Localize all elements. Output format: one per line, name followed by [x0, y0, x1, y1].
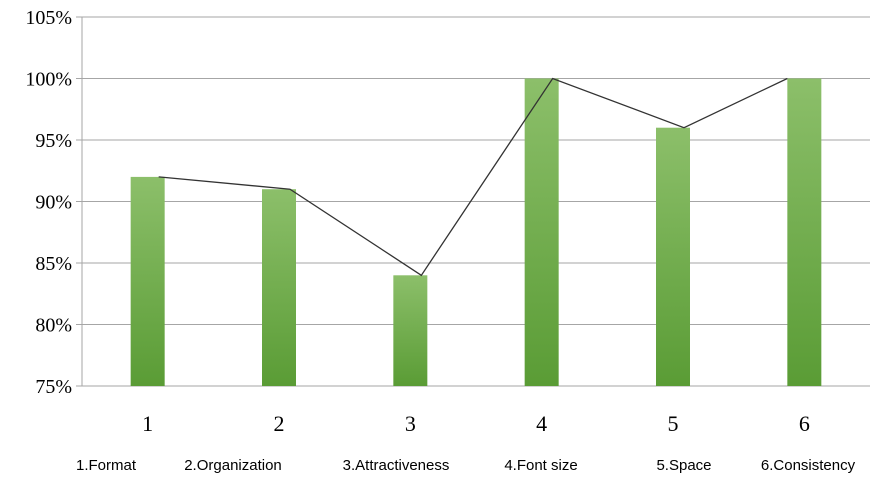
y-tick-label: 100%	[25, 69, 72, 91]
category-key-item: 5.Space	[656, 457, 711, 474]
bar	[787, 78, 822, 386]
x-axis-ticks: 1 2 3 4 5 6	[142, 411, 810, 436]
overlay-line	[158, 77, 788, 277]
y-tick-label: 85%	[35, 253, 72, 275]
bar	[393, 275, 428, 386]
x-tick-label: 6	[799, 411, 810, 436]
x-tick-label: 5	[668, 411, 679, 436]
y-tick-label: 75%	[35, 376, 72, 398]
category-key-item: 4.Font size	[504, 457, 577, 474]
y-tick-label: 95%	[35, 130, 72, 152]
x-tick-label: 4	[536, 411, 547, 436]
series-line	[158, 77, 788, 277]
bars	[130, 78, 822, 386]
y-tick-label: 105%	[25, 7, 72, 29]
y-axis-ticks: 75% 80% 85% 90% 95% 100% 105%	[25, 7, 72, 398]
category-key-item: 1.Format	[76, 457, 137, 474]
bar	[262, 189, 296, 386]
x-tick-label: 3	[405, 411, 416, 436]
gridlines	[76, 16, 870, 387]
bar	[656, 127, 690, 386]
category-key-item: 3.Attractiveness	[343, 457, 450, 474]
bar	[130, 176, 165, 386]
y-tick-label: 80%	[35, 315, 72, 337]
bar	[524, 78, 559, 386]
x-tick-label: 2	[274, 411, 285, 436]
y-tick-label: 90%	[35, 192, 72, 214]
category-key-item: 2.Organization	[184, 457, 282, 474]
x-tick-label: 1	[142, 411, 153, 436]
category-key: 1.Format 2.Organization 3.Attractiveness 4.…	[76, 457, 856, 474]
category-key-item: 6.Consistency	[761, 457, 856, 474]
